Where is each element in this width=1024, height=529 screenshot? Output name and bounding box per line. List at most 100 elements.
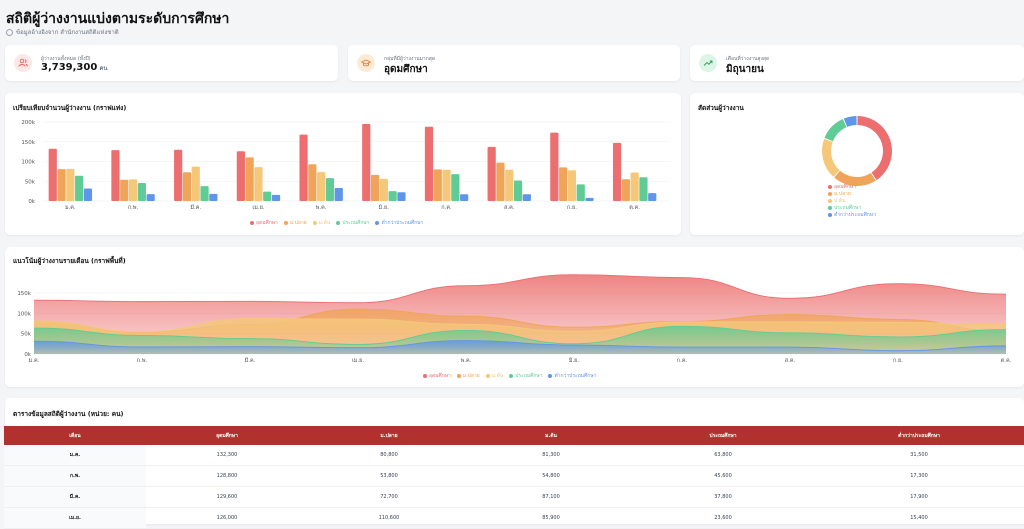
bar[interactable] (648, 193, 657, 201)
bar[interactable] (559, 167, 568, 201)
legend-item[interactable]: ม.ต้น (312, 219, 330, 227)
legend-item[interactable]: อุดมศึกษา (828, 183, 876, 190)
bar[interactable] (209, 193, 218, 201)
legend-label: ประถมศึกษา (834, 204, 862, 211)
bar[interactable] (487, 146, 496, 201)
legend-label: ม.ปลาย (289, 220, 307, 226)
bar[interactable] (317, 172, 326, 201)
x-tick-label: เม.ย. (352, 358, 364, 364)
donut-slice[interactable] (824, 118, 847, 142)
bar[interactable] (146, 194, 155, 201)
legend-item[interactable]: อุดมศึกษา (250, 219, 278, 227)
area-line[interactable] (33, 325, 1007, 345)
bar[interactable] (200, 186, 209, 201)
bar[interactable] (370, 174, 380, 201)
legend-item[interactable]: ต่ำกว่าประถมศึกษา (548, 372, 596, 380)
legend-item[interactable]: ประถมศึกษา (828, 204, 876, 211)
bar[interactable] (66, 168, 75, 201)
bar[interactable] (451, 174, 460, 201)
area-line[interactable] (33, 340, 1007, 352)
legend-swatch (509, 374, 514, 378)
legend-item[interactable]: ต่ำกว่าประถมศึกษา (375, 219, 423, 227)
area-line[interactable] (33, 318, 1007, 333)
bar[interactable] (513, 180, 523, 201)
bar[interactable] (308, 164, 317, 201)
x-tick-label: ต.ค. (629, 205, 640, 211)
legend-item[interactable]: อุดมศึกษา (423, 372, 451, 380)
legend-item[interactable]: ประถมศึกษา (336, 219, 369, 227)
col-header-month: เดือน (4, 426, 146, 445)
legend-swatch (283, 221, 288, 225)
donut-slice[interactable] (857, 116, 892, 181)
bar[interactable] (424, 126, 434, 201)
table-row: ก.พ. 128,800 53,800 54,800 45,600 17,300 (4, 465, 1024, 487)
bar[interactable] (271, 194, 281, 201)
bar[interactable] (75, 175, 84, 201)
area-fill (34, 340, 1006, 354)
bar[interactable] (263, 191, 272, 201)
bar[interactable] (442, 169, 451, 201)
bar[interactable] (433, 169, 442, 201)
legend-item[interactable]: ม.ต้น (485, 372, 503, 380)
stat-card-peak-month: เดือนที่ว่างงานสูงสุด มิถุนายน (690, 45, 1024, 81)
page-title: สถิติผู้ว่างงานแบ่งตามระดับการศึกษา (6, 11, 230, 27)
donut-slice[interactable] (834, 170, 876, 186)
bar[interactable] (128, 179, 138, 201)
donut-slice[interactable] (822, 138, 840, 177)
cell: 23,600 (632, 507, 814, 529)
bar[interactable] (522, 194, 531, 201)
legend-item[interactable]: ม.ปลาย (283, 219, 307, 227)
donut-slice[interactable] (843, 116, 857, 127)
bar[interactable] (120, 179, 129, 201)
bar[interactable] (621, 179, 630, 201)
bar[interactable] (505, 169, 514, 201)
bar[interactable] (550, 132, 559, 201)
bar[interactable] (137, 182, 146, 201)
legend-item[interactable]: ม.ปลาย (456, 372, 480, 380)
cell: 128,800 (146, 465, 308, 487)
bar[interactable] (630, 172, 639, 201)
x-tick-label: มี.ค. (190, 204, 201, 211)
bar[interactable] (585, 197, 594, 201)
area-line[interactable] (33, 274, 1007, 304)
cell-month: ม.ค. (4, 445, 146, 466)
bar[interactable] (576, 184, 585, 201)
y-tick-label: 50k (25, 179, 36, 185)
bar[interactable] (111, 150, 120, 201)
bar[interactable] (254, 167, 263, 201)
bar[interactable] (388, 191, 397, 201)
legend-item[interactable]: ม.ปลาย (828, 190, 876, 197)
bar[interactable] (496, 162, 505, 201)
cell: 63,800 (632, 445, 814, 466)
bar[interactable] (245, 157, 254, 201)
area-chart: 0k 50k 100k 150k ม.ค. ก.พ. มี.ค. เม.ย. พ.ค. มิ.ย.… (17, 274, 1012, 364)
bar[interactable] (379, 178, 388, 201)
bar[interactable] (191, 166, 200, 201)
bar[interactable] (236, 151, 245, 201)
bar[interactable] (612, 142, 622, 201)
bar[interactable] (299, 134, 308, 201)
data-table: เดือน อุดมศึกษา ม.ปลาย ม.ต้น ประถมศึกษา … (4, 426, 1024, 529)
cell: 17,900 (814, 486, 1024, 508)
bar-chart-card: เปรียบเทียบจำนวนผู้ว่างงาน (กราฟแท่ง) 0k… (5, 93, 681, 235)
legend-item[interactable]: ต่ำกว่าประถมศึกษา (828, 211, 876, 218)
bar[interactable] (460, 194, 469, 201)
bar[interactable] (639, 177, 648, 201)
bar[interactable] (397, 192, 406, 201)
legend-item[interactable]: ม.ต้น (828, 197, 876, 204)
bar[interactable] (57, 169, 66, 201)
bar[interactable] (362, 123, 371, 201)
bar[interactable] (325, 178, 335, 201)
y-tick-label: 150k (21, 140, 35, 146)
legend-item[interactable]: ประถมศึกษา (509, 372, 542, 380)
bar[interactable] (174, 149, 183, 201)
page-subtitle: ข้อมูลอ้างอิงจาก สำนักงานสถิติแห่งชาติ (6, 27, 119, 37)
bar[interactable] (334, 187, 343, 201)
col-header-upper-sec: ม.ปลาย (308, 426, 470, 445)
bar[interactable] (48, 148, 57, 201)
bar[interactable] (182, 172, 192, 201)
bar[interactable] (567, 170, 577, 201)
bar[interactable] (83, 188, 93, 201)
bar-chart-title: เปรียบเทียบจำนวนผู้ว่างงาน (กราฟแท่ง) (13, 104, 127, 112)
x-tick-label: มิ.ย. (378, 204, 389, 211)
